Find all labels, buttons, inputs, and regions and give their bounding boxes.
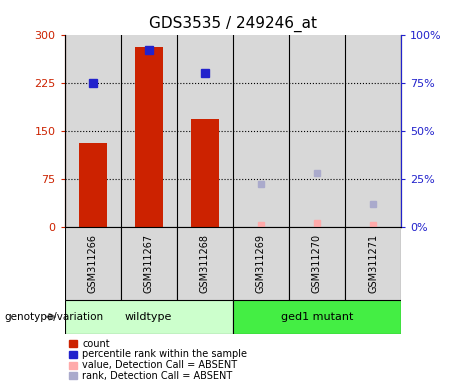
Bar — [233, 35, 289, 227]
Bar — [65, 35, 121, 227]
Bar — [78, 143, 106, 227]
Text: GSM311268: GSM311268 — [200, 233, 210, 293]
Text: GSM311271: GSM311271 — [368, 233, 378, 293]
Bar — [289, 35, 345, 227]
Bar — [121, 35, 177, 227]
Bar — [345, 35, 401, 227]
Bar — [345, 227, 401, 300]
Bar — [65, 300, 233, 334]
Bar — [135, 47, 163, 227]
Bar — [121, 227, 177, 300]
Text: GSM311270: GSM311270 — [312, 233, 322, 293]
Bar — [289, 227, 345, 300]
Bar — [233, 227, 289, 300]
Text: GSM311266: GSM311266 — [88, 233, 98, 293]
Bar — [233, 300, 401, 334]
Text: GSM311267: GSM311267 — [144, 233, 154, 293]
Text: wildtype: wildtype — [125, 312, 172, 322]
Text: rank, Detection Call = ABSENT: rank, Detection Call = ABSENT — [82, 371, 232, 381]
Title: GDS3535 / 249246_at: GDS3535 / 249246_at — [149, 16, 317, 32]
Text: count: count — [82, 339, 110, 349]
Bar — [191, 119, 219, 227]
Text: percentile rank within the sample: percentile rank within the sample — [82, 349, 247, 359]
Bar — [177, 227, 233, 300]
Bar — [177, 35, 233, 227]
Bar — [65, 227, 121, 300]
Text: value, Detection Call = ABSENT: value, Detection Call = ABSENT — [82, 360, 237, 370]
Text: genotype/variation: genotype/variation — [5, 312, 104, 322]
Text: ged1 mutant: ged1 mutant — [281, 312, 353, 322]
Text: GSM311269: GSM311269 — [256, 233, 266, 293]
